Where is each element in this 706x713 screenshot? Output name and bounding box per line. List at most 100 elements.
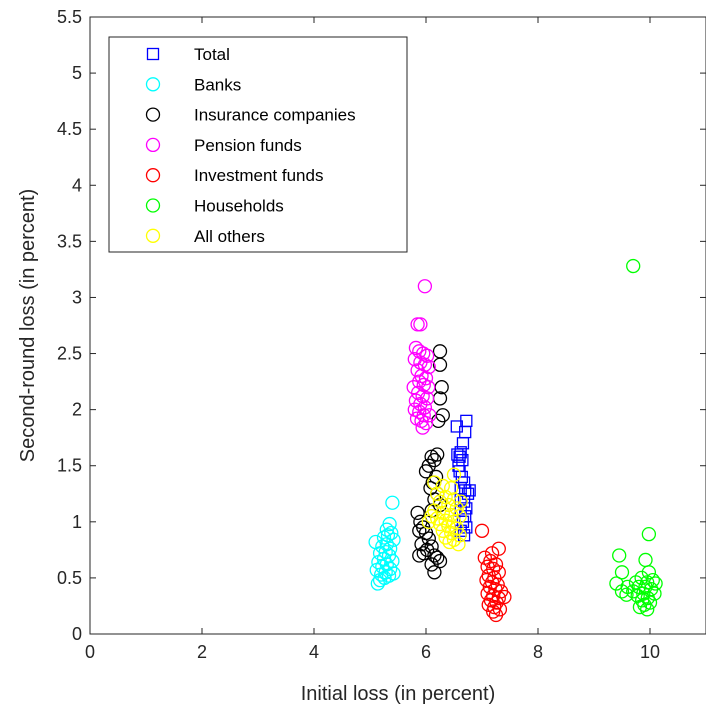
point-series-5: [628, 575, 644, 590]
point-series-2: [410, 505, 425, 520]
point-series-2: [412, 548, 427, 563]
legend-marker: [145, 77, 161, 92]
legend-label: Total: [194, 45, 230, 64]
x-tick-label: 4: [309, 642, 319, 662]
point-series-5: [612, 548, 627, 563]
point-series-3: [413, 317, 428, 332]
point-series-2: [427, 548, 442, 563]
point-series-5: [640, 602, 655, 617]
axes: 0 2 4 6 8 10 0 0.5 1 1.5 2 2.5 3 3.5 4 4.5 5 5.5: [57, 7, 706, 662]
point-series-3: [417, 279, 433, 294]
point-series-5: [619, 587, 634, 602]
point-series-3: [418, 371, 434, 386]
point-series-4: [488, 557, 504, 572]
point-series-5: [626, 258, 641, 274]
point-series-6: [446, 492, 462, 507]
point-series-3: [412, 344, 427, 359]
x-tick-label: 0: [85, 642, 95, 662]
point-series-3: [408, 393, 424, 408]
point-series-6: [421, 514, 436, 529]
point-total: [463, 484, 476, 497]
point-series-4: [486, 604, 501, 619]
point-total: [451, 448, 464, 461]
legend-label: Banks: [194, 75, 241, 94]
point-series-6: [435, 478, 450, 494]
point-series-2: [414, 537, 429, 552]
point-series-6: [432, 516, 448, 532]
legend-label: All others: [194, 227, 265, 246]
point-series-1: [370, 576, 385, 591]
legend-label: Insurance companies: [194, 106, 356, 125]
data-points: [368, 258, 663, 623]
point-series-2: [424, 449, 439, 464]
point-series-4: [497, 589, 512, 605]
point-series-5: [630, 588, 645, 604]
y-tick-label: 3.5: [57, 231, 82, 251]
legend-marker: [145, 198, 161, 213]
point-series-2: [427, 565, 442, 580]
point-series-3: [421, 359, 436, 375]
point-series-2: [424, 557, 439, 572]
y-axis-label: Second-round loss (in percent): [17, 189, 39, 462]
x-axis-label: Initial loss (in percent): [301, 683, 496, 705]
point-series-2: [432, 357, 448, 372]
legend-label: Households: [194, 197, 284, 216]
point-series-5: [609, 576, 624, 591]
point-series-1: [376, 530, 392, 545]
y-tick-label: 5: [72, 63, 82, 83]
point-series-3: [408, 340, 424, 356]
point-series-1: [372, 573, 388, 588]
y-tick-label: 4: [72, 175, 82, 195]
legend-label: Pension funds: [194, 136, 302, 155]
legend-marker: [145, 228, 161, 243]
y-tick-label: 0.5: [57, 568, 82, 588]
x-tick-label: 2: [197, 642, 207, 662]
point-series-3: [415, 420, 430, 435]
point-series-2: [427, 452, 442, 468]
legend-label: Investment funds: [194, 166, 323, 185]
point-series-5: [641, 565, 657, 580]
point-series-3: [413, 396, 428, 412]
legend-marker: [145, 137, 161, 153]
point-series-2: [421, 531, 436, 546]
point-series-6: [444, 507, 459, 523]
y-tick-label: 4.5: [57, 119, 82, 139]
point-series-2: [412, 523, 427, 538]
point-total: [453, 450, 466, 463]
y-tick-label: 3: [72, 287, 82, 307]
point-series-5: [641, 527, 657, 542]
legend-marker: [145, 168, 161, 183]
legend-marker: [146, 47, 160, 61]
point-series-4: [488, 607, 504, 623]
x-tick-label: 6: [421, 642, 431, 662]
y-tick-label: 5.5: [57, 7, 82, 27]
legend: Total Banks Insurance companies Pension fun…: [108, 36, 408, 253]
point-series-1: [386, 566, 401, 581]
point-series-3: [412, 404, 427, 420]
point-series-5: [614, 565, 630, 580]
point-series-1: [380, 528, 396, 543]
point-series-4: [474, 523, 490, 538]
point-series-6: [438, 530, 453, 545]
y-tick-label: 1.5: [57, 456, 82, 476]
point-series-6: [451, 537, 466, 552]
point-series-1: [379, 522, 394, 537]
y-tick-label: 2: [72, 400, 82, 420]
point-total: [454, 446, 467, 459]
point-series-6: [430, 486, 445, 501]
legend-marker: [145, 107, 161, 122]
point-series-6: [427, 475, 442, 490]
x-tick-label: 8: [533, 642, 543, 662]
y-tick-label: 2.5: [57, 344, 82, 364]
point-series-6: [435, 523, 450, 538]
point-series-1: [385, 495, 400, 510]
x-tick-label: 10: [640, 642, 660, 662]
point-series-6: [442, 534, 457, 550]
point-series-3: [418, 415, 434, 431]
y-tick-label: 1: [72, 512, 82, 532]
point-series-5: [626, 584, 641, 599]
point-series-5: [632, 599, 648, 615]
point-series-2: [419, 542, 435, 558]
point-series-2: [432, 553, 448, 569]
legend-box: [108, 36, 408, 253]
